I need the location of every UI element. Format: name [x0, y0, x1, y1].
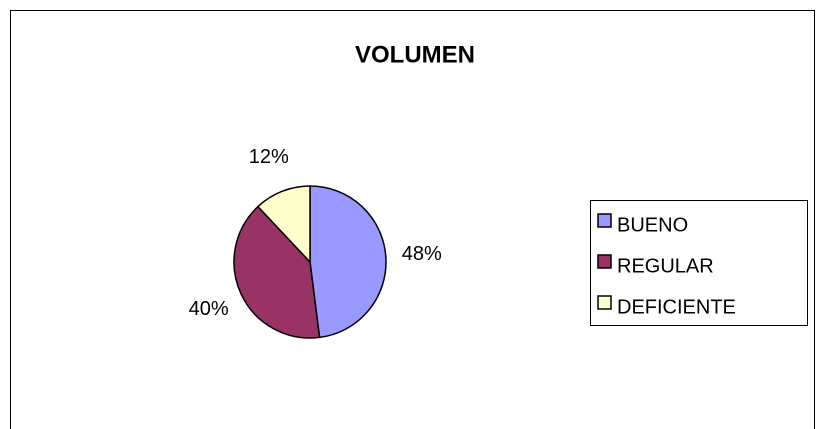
- pie-slice: [256, 185, 311, 264]
- legend-swatch: [597, 295, 612, 310]
- chart-title: VOLUMEN: [355, 41, 475, 68]
- legend-label: BUENO: [617, 214, 688, 236]
- legend-swatch: [597, 254, 612, 269]
- legend-swatch: [597, 213, 612, 228]
- data-label: 48%: [402, 243, 442, 265]
- pie-slice: [309, 185, 387, 339]
- data-label: 12%: [249, 146, 289, 168]
- legend-label: REGULAR: [617, 255, 714, 277]
- legend-box: [590, 200, 808, 326]
- data-label: 40%: [189, 298, 229, 320]
- pie-slice: [233, 205, 321, 339]
- legend-label: DEFICIENTE: [617, 296, 736, 318]
